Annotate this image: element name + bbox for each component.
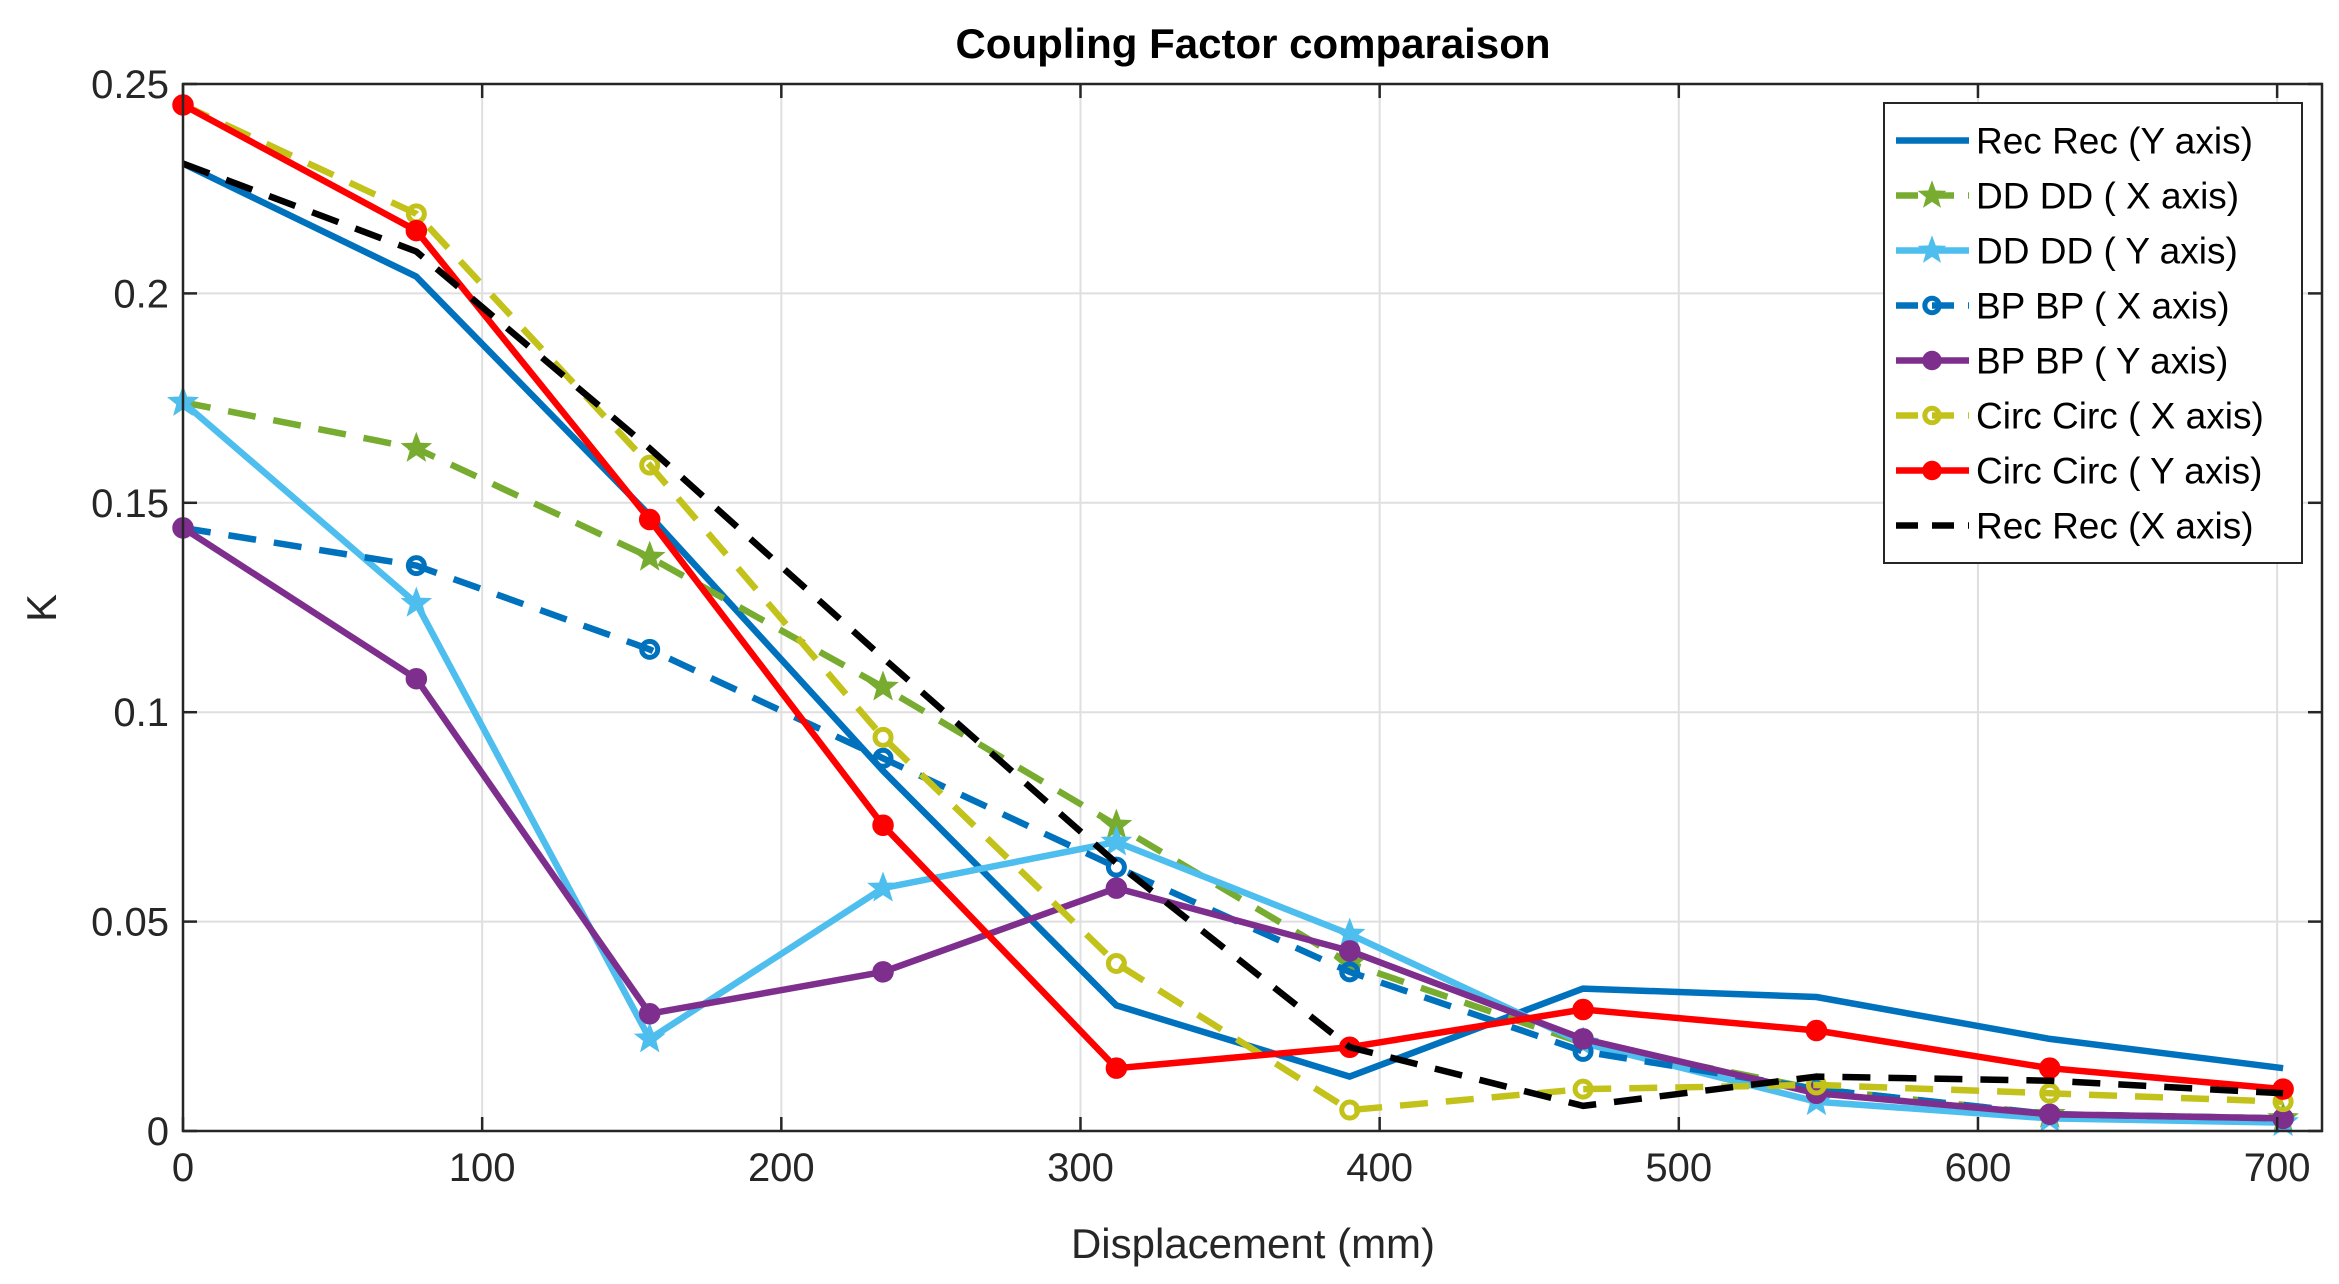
legend-label: Circ Circ ( X axis) <box>1976 396 2264 437</box>
legend-label: BP BP ( Y axis) <box>1976 341 2228 382</box>
data-point <box>1572 1078 1594 1100</box>
y-tick-label: 0.15 <box>91 482 169 526</box>
data-point <box>1572 1028 1594 1050</box>
x-tick-label: 300 <box>1047 1146 1114 1190</box>
legend-marker-sample <box>1922 460 1942 481</box>
plot-area-frame <box>181 82 2324 1133</box>
data-point <box>1805 1019 1828 1042</box>
legend-label: DD DD ( Y axis) <box>1976 231 2238 272</box>
data-point <box>639 454 661 476</box>
y-tick-label: 0 <box>147 1110 169 1154</box>
data-point <box>2039 1057 2061 1079</box>
data-point <box>867 670 899 701</box>
legend-label: Rec Rec (Y axis) <box>1976 121 2253 162</box>
series-line <box>181 160 2284 1080</box>
series-0 <box>181 160 2284 1080</box>
data-point <box>405 219 428 242</box>
x-tick-label: 700 <box>2244 1146 2311 1190</box>
data-point <box>1105 952 1127 974</box>
data-point <box>2039 1082 2061 1104</box>
data-point <box>633 1022 666 1053</box>
x-tick-label: 200 <box>748 1146 815 1190</box>
data-point <box>872 814 894 837</box>
legend-marker-sample <box>1922 295 1942 316</box>
x-tick-label: 0 <box>172 1146 194 1190</box>
data-point <box>638 508 661 531</box>
x-tick-label: 600 <box>1945 1146 2012 1190</box>
y-axis-label: K <box>18 594 65 622</box>
legend-marker-sample <box>1922 350 1942 371</box>
data-point <box>2039 1103 2061 1125</box>
data-point <box>872 747 894 769</box>
legend-item: DD DD ( X axis) <box>1896 176 2239 217</box>
data-point <box>400 586 433 617</box>
series-4 <box>172 517 2294 1130</box>
y-tick-label: 0.05 <box>91 901 169 945</box>
x-tick-label: 500 <box>1645 1146 1712 1190</box>
data-point <box>638 1002 661 1025</box>
data-point <box>1339 961 1361 983</box>
series-5 <box>172 94 2294 1121</box>
legend-marker-sample <box>1917 235 1947 263</box>
y-tick-label: 0.2 <box>113 272 169 316</box>
series-layer <box>167 94 2299 1137</box>
data-point <box>1105 877 1128 899</box>
series-line <box>181 101 2284 1114</box>
data-point <box>867 871 899 902</box>
series-line <box>181 102 2284 1093</box>
data-point <box>872 961 894 983</box>
x-axis-label: Displacement (mm) <box>1071 1220 1435 1267</box>
x-tick-label: 400 <box>1346 1146 1413 1190</box>
x-tick-label: 100 <box>449 1146 516 1190</box>
legend-label: BP BP ( X axis) <box>1976 286 2230 327</box>
legend-label: Rec Rec (X axis) <box>1976 506 2254 547</box>
legend-item: Rec Rec (X axis) <box>1896 506 2254 547</box>
legend-item: BP BP ( X axis) <box>1896 286 2230 327</box>
legend-item: Circ Circ ( X axis) <box>1896 396 2264 437</box>
data-point <box>1338 940 1361 962</box>
legend-box <box>1883 102 2303 564</box>
legend-item: Circ Circ ( Y axis) <box>1896 451 2262 492</box>
y-tick-label: 0.25 <box>91 63 169 107</box>
data-point <box>400 431 433 462</box>
legend-item: Rec Rec (Y axis) <box>1896 121 2253 162</box>
chart-title: Coupling Factor comparaison <box>955 20 1550 67</box>
data-point <box>1105 1057 1128 1079</box>
tick-layer: 0 100 200 300 400 500 600 700 0 0.05 0.1 0.15 0.2 0.2… <box>91 63 2322 1190</box>
legend-marker-sample <box>1917 180 1947 208</box>
legend: Rec Rec (Y axis) DD DD ( X axis) DD DD ( Y… <box>1883 102 2303 564</box>
legend-label: Circ Circ ( Y axis) <box>1976 451 2262 492</box>
series-6 <box>172 94 2294 1100</box>
data-point <box>1339 1099 1361 1121</box>
series-line <box>181 525 2284 1122</box>
data-point <box>1100 825 1133 856</box>
legend-item: BP BP ( Y axis) <box>1896 341 2228 382</box>
data-point <box>633 540 666 571</box>
data-point <box>1572 998 1594 1021</box>
series-line <box>180 399 2284 1126</box>
data-point <box>639 638 661 660</box>
data-point <box>872 726 894 748</box>
legend-marker-sample <box>1922 405 1942 426</box>
y-tick-label: 0.1 <box>113 691 169 735</box>
data-point <box>405 555 427 577</box>
legend-label: DD DD ( X axis) <box>1976 176 2239 217</box>
legend-item: DD DD ( Y axis) <box>1896 231 2238 272</box>
data-point <box>405 667 428 690</box>
